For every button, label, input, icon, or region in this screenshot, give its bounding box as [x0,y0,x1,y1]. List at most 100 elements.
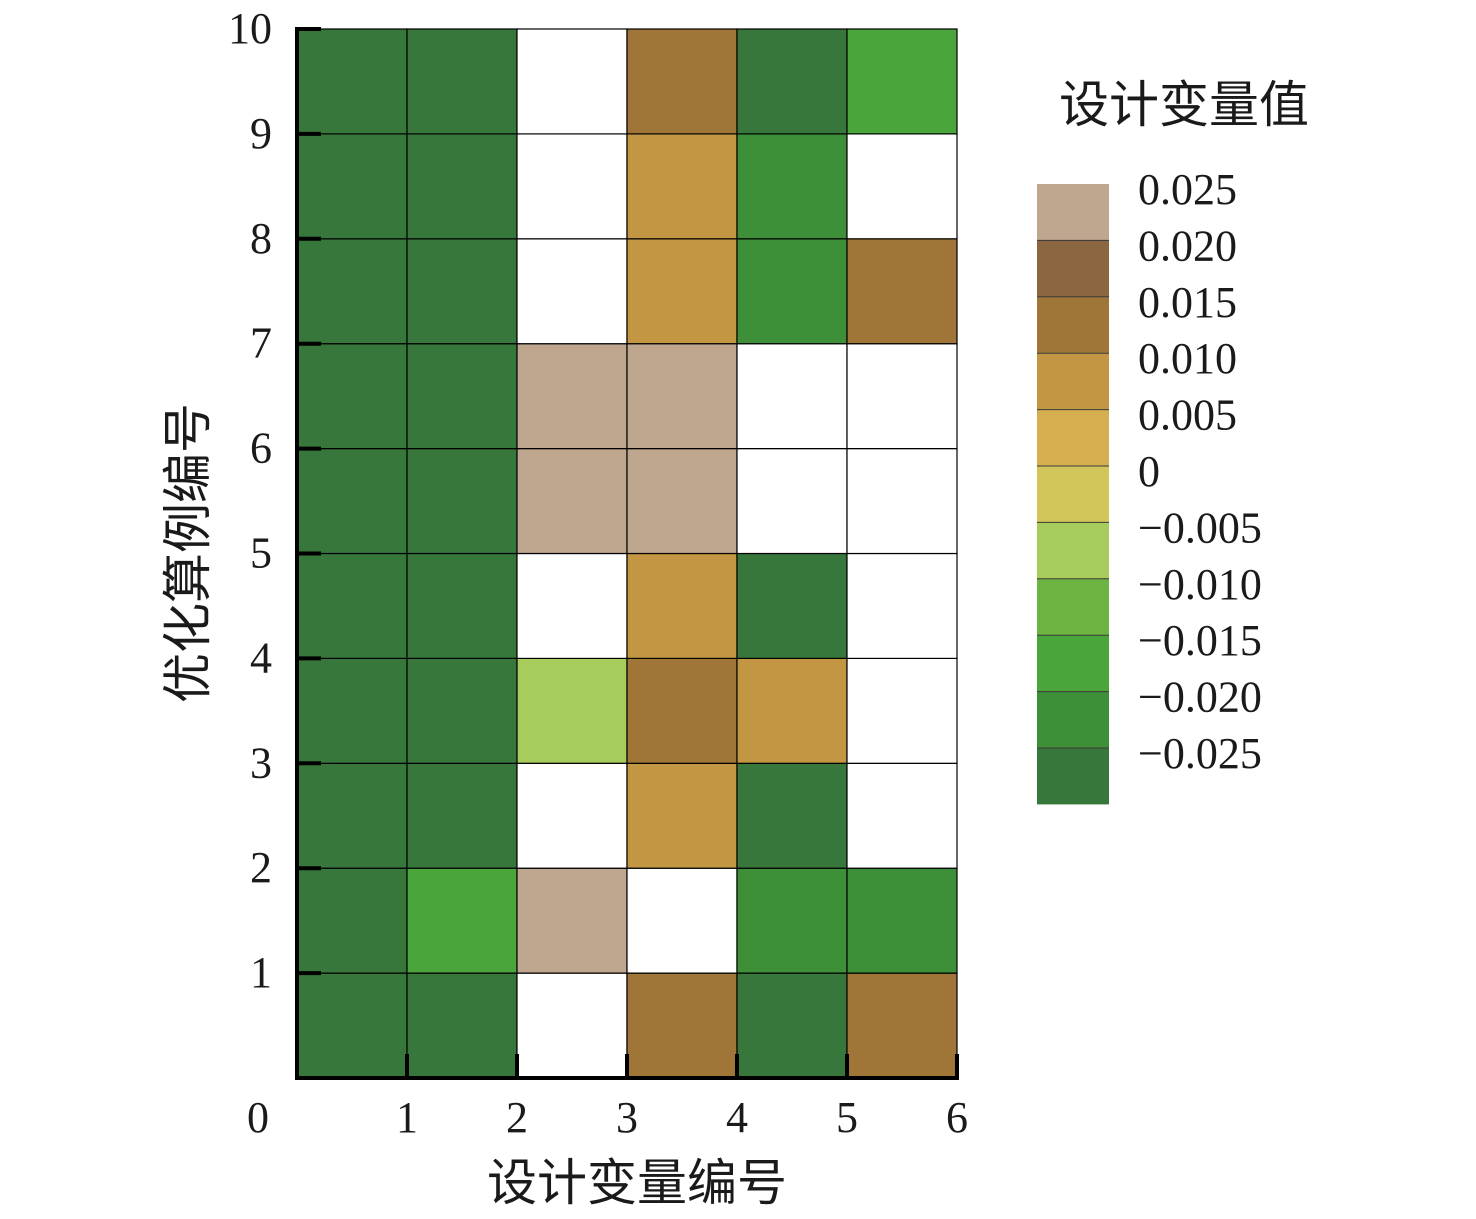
legend-level-label: 0.015 [1138,278,1237,327]
legend-level-label: −0.015 [1138,616,1262,665]
legend-swatch [1037,578,1109,636]
y-tick-label: 6 [250,424,272,473]
heatmap-cell [406,972,518,1079]
y-tick-label: 2 [250,843,272,892]
heatmap-cell [406,867,518,974]
heatmap-cell [846,867,958,974]
legend-swatch [1037,240,1109,297]
heatmap-cell [736,448,848,555]
legend-swatch [1037,409,1109,466]
heatmap-cell [296,762,408,869]
legend: 设计变量值 0.025 0.020 0.015 0.010 0.005 0 −0.005 −0… [1037,77,1309,805]
heatmap-cell [846,972,958,1079]
heatmap-cell [626,133,738,240]
heatmap-cell [626,343,738,450]
heatmap-cell [516,762,628,869]
x-axis-label: 设计变量编号 [487,1155,787,1211]
legend-title: 设计变量值 [1059,77,1309,133]
legend-level-label: −0.010 [1138,560,1262,609]
y-tick-label: 8 [250,214,272,263]
legend-swatch [1037,184,1109,241]
heatmap-cell [846,657,958,764]
legend-swatch [1037,748,1109,805]
heatmap-cell [736,552,848,660]
legend-swatch [1037,466,1109,523]
y-tick-label: 5 [250,529,272,578]
heatmap-cell [626,552,738,660]
heatmap-cell [736,343,848,450]
x-tick-label: 0 [247,1093,269,1142]
heatmap-cell [846,448,958,555]
legend-swatch [1037,635,1109,692]
x-tick-label: 2 [506,1093,528,1142]
heatmap-cell [296,343,408,450]
heatmap-cell [846,133,958,240]
heatmap-cell [516,867,628,974]
heatmap-cell [626,972,738,1079]
y-tick-label: 10 [228,4,272,53]
heatmap-cell [516,28,628,135]
x-tick-label: 3 [616,1093,638,1142]
y-tick-label: 9 [250,109,272,158]
heatmap-cell [296,133,408,240]
legend-level-label: 0.010 [1138,334,1237,383]
heatmap-cell [736,238,848,345]
legend-level-label: −0.020 [1138,673,1262,722]
legend-swatch [1037,691,1109,748]
y-tick-label: 3 [250,738,272,787]
heatmap-cell [626,238,738,345]
x-tick-label: 4 [726,1093,748,1142]
heatmap-cell [626,657,738,764]
heatmap-cell [296,657,408,764]
heatmap-cell [736,657,848,764]
heatmap-cell [846,762,958,869]
legend-level-label: −0.025 [1138,729,1262,778]
y-tick-label: 4 [250,633,272,682]
heatmap-cell [736,28,848,135]
legend-level-label: 0 [1138,447,1160,496]
x-tick-label: 6 [946,1093,968,1142]
heatmap-cell [296,448,408,555]
heatmap-cell [846,552,958,660]
heatmap-cell [736,133,848,240]
heatmap-cell [736,867,848,974]
heatmap-cell [406,28,518,135]
heatmap-cell [516,972,628,1079]
axes-layer: 0 1 2 3 4 5 6 1 2 3 4 5 6 7 8 9 10 [228,4,968,1142]
heatmap-cell [846,343,958,450]
y-tick-label: 1 [250,948,272,997]
heatmap-cell [626,28,738,135]
legend-level-label: 0.005 [1138,391,1237,440]
heatmap-cell [296,972,408,1079]
legend-swatch [1037,522,1109,579]
heatmap-cell [516,343,628,450]
heatmap-cell [296,867,408,974]
heatmap-cell [406,657,518,764]
heatmap-cell [406,448,518,555]
y-tick-label: 7 [250,319,272,368]
heatmap-cell [406,552,518,660]
cells-layer [296,28,958,1079]
legend-swatch [1037,353,1109,410]
heatmap-cell [516,657,628,764]
x-tick-label: 5 [836,1093,858,1142]
heatmap-cell [406,133,518,240]
heatmap-cell [516,448,628,555]
heatmap-cell [846,238,958,345]
x-tick-label: 1 [396,1093,418,1142]
legend-level-label: −0.005 [1138,503,1262,552]
heatmap-cell [406,762,518,869]
heatmap-cell [846,28,958,135]
heatmap-cell [516,238,628,345]
heatmap-cell [406,238,518,345]
heatmap-cell [736,972,848,1079]
heatmap-cell [736,762,848,869]
heatmap-cell [626,762,738,869]
heatmap-cell [296,552,408,660]
legend-swatch [1037,296,1109,354]
y-axis-label: 优化算例编号 [160,403,216,703]
heatmap-cell [296,238,408,345]
legend-level-label: 0.025 [1138,165,1237,214]
